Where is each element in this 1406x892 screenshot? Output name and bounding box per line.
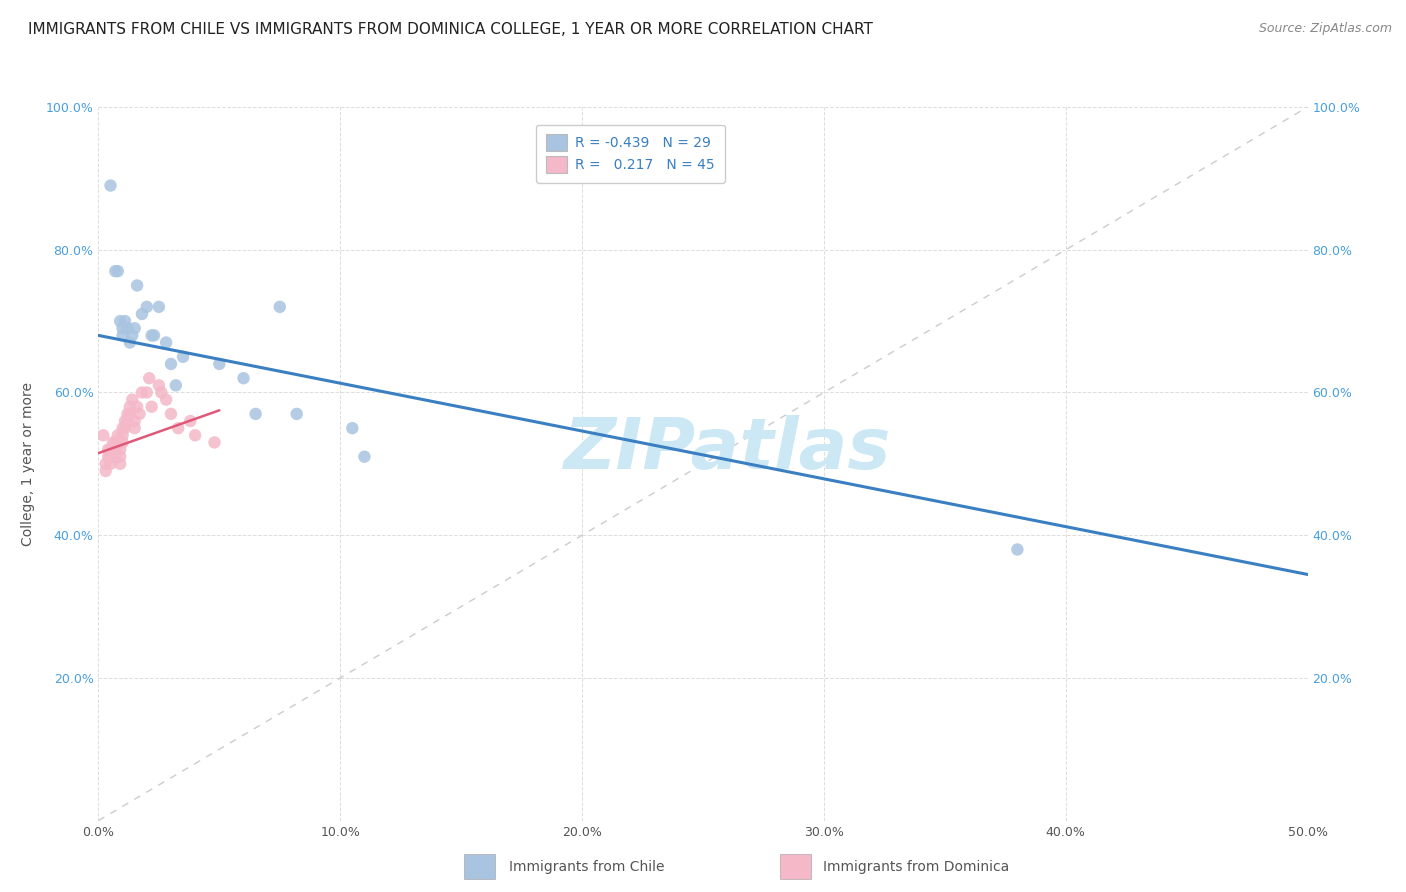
Point — [353, 450, 375, 464]
Point — [342, 421, 364, 435]
Point — [118, 407, 141, 421]
Point — [107, 435, 129, 450]
Point — [165, 378, 187, 392]
Point — [245, 407, 267, 421]
Point — [104, 450, 127, 464]
Point — [117, 321, 139, 335]
Point — [111, 421, 134, 435]
Point — [111, 321, 134, 335]
Point — [141, 328, 163, 343]
Point — [100, 178, 122, 193]
Point — [97, 442, 120, 457]
Y-axis label: College, 1 year or more: College, 1 year or more — [21, 382, 35, 546]
Point — [104, 442, 127, 457]
Point — [108, 314, 131, 328]
Point — [108, 457, 131, 471]
Point — [121, 392, 143, 407]
Point — [160, 357, 183, 371]
Point — [148, 378, 170, 392]
Point — [114, 314, 136, 328]
Point — [148, 300, 170, 314]
Point — [1007, 542, 1029, 557]
Point — [285, 407, 308, 421]
Point — [143, 328, 166, 343]
Point — [167, 421, 190, 435]
Point — [94, 457, 117, 471]
Point — [100, 442, 122, 457]
Point — [155, 392, 177, 407]
Point — [172, 350, 194, 364]
Point — [127, 400, 149, 414]
Point — [94, 464, 117, 478]
Point — [135, 300, 157, 314]
Point — [108, 442, 131, 457]
Point — [111, 328, 134, 343]
Point — [111, 435, 134, 450]
Text: ZIPatlas: ZIPatlas — [564, 415, 891, 484]
Point — [150, 385, 173, 400]
Point — [155, 335, 177, 350]
Point — [208, 357, 231, 371]
Point — [100, 457, 122, 471]
Text: IMMIGRANTS FROM CHILE VS IMMIGRANTS FROM DOMINICA COLLEGE, 1 YEAR OR MORE CORREL: IMMIGRANTS FROM CHILE VS IMMIGRANTS FROM… — [28, 22, 873, 37]
Point — [114, 421, 136, 435]
Point — [179, 414, 201, 428]
Point — [111, 428, 134, 442]
Point — [141, 400, 163, 414]
Point — [124, 321, 146, 335]
Point — [128, 407, 150, 421]
Point — [121, 328, 143, 343]
Text: Immigrants from Dominica: Immigrants from Dominica — [823, 860, 1008, 874]
Point — [131, 307, 153, 321]
Point — [104, 264, 127, 278]
Point — [124, 421, 146, 435]
Text: Immigrants from Chile: Immigrants from Chile — [509, 860, 665, 874]
Point — [101, 435, 124, 450]
Point — [204, 435, 226, 450]
Point — [107, 264, 129, 278]
Text: Source: ZipAtlas.com: Source: ZipAtlas.com — [1258, 22, 1392, 36]
Point — [138, 371, 160, 385]
Point — [104, 435, 127, 450]
Point — [101, 442, 124, 457]
Legend: R = -0.439   N = 29, R =   0.217   N = 45: R = -0.439 N = 29, R = 0.217 N = 45 — [536, 125, 724, 183]
Point — [117, 414, 139, 428]
Point — [118, 400, 141, 414]
Point — [232, 371, 254, 385]
Point — [117, 407, 139, 421]
Point — [118, 335, 141, 350]
Point — [107, 428, 129, 442]
Point — [131, 385, 153, 400]
Point — [91, 428, 114, 442]
Point — [101, 450, 124, 464]
Point — [160, 407, 183, 421]
Point — [127, 278, 149, 293]
Point — [269, 300, 291, 314]
Point — [97, 450, 120, 464]
Point — [100, 450, 122, 464]
Point — [124, 414, 146, 428]
Point — [114, 414, 136, 428]
Point — [135, 385, 157, 400]
Point — [184, 428, 207, 442]
Point — [108, 450, 131, 464]
